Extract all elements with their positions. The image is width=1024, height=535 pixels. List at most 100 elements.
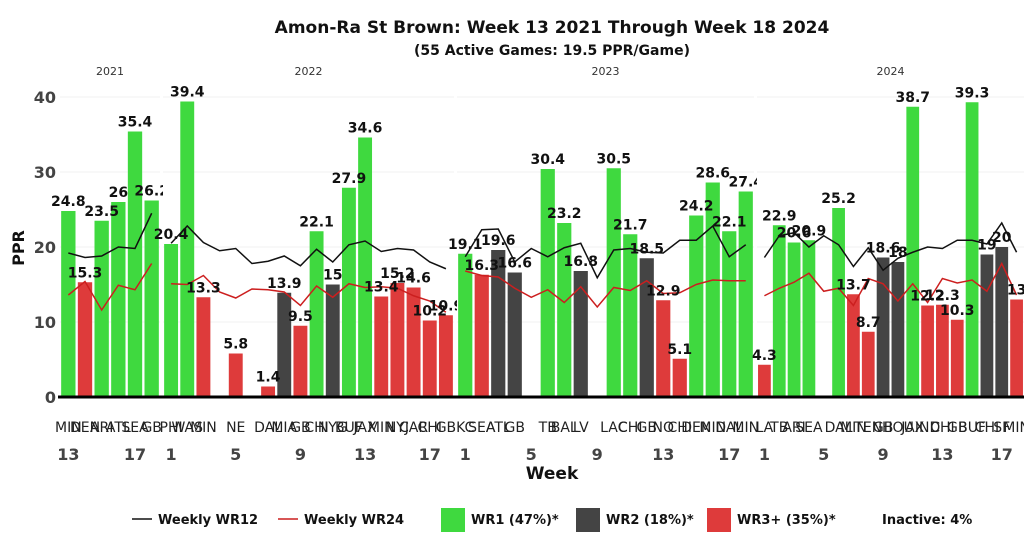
bar-wr3	[406, 287, 421, 397]
data-label: 16.3	[464, 258, 499, 274]
opponent-label: ATL	[106, 420, 131, 436]
facet-strip	[457, 61, 754, 77]
data-label: 24.2	[679, 199, 714, 215]
week-tick-label: 13	[652, 445, 674, 464]
plot-area: 010203040202124.815.323.52635.426.2MINDE…	[34, 61, 1024, 464]
bar-wr1	[787, 242, 801, 397]
data-label: 25.2	[821, 191, 856, 207]
bar-wr3	[196, 297, 211, 397]
bar-wr1	[832, 208, 845, 397]
data-label: 18.5	[629, 241, 664, 257]
opponent-label: BUF	[335, 420, 363, 436]
line-wr12	[170, 224, 447, 270]
bar-wr1	[458, 253, 473, 397]
week-tick-label: 17	[718, 445, 740, 464]
data-label: 20	[992, 230, 1012, 246]
data-label: 13.9	[267, 276, 302, 292]
data-label: 22.1	[712, 214, 747, 230]
data-label: 10.9	[429, 298, 464, 314]
bar-wr1	[111, 202, 126, 397]
week-tick-label: 5	[230, 445, 241, 464]
facet-year-label: 2023	[592, 65, 620, 78]
data-label: 27.4	[728, 175, 763, 191]
opponent-label: DEN	[70, 420, 100, 436]
data-label: 15.2	[380, 266, 415, 282]
opponent-label: MIN	[840, 420, 867, 436]
bar-wr1	[61, 211, 76, 397]
opponent-label: NO	[653, 420, 675, 436]
opponent-label: NYG	[318, 420, 348, 436]
opponent-label: DEN	[681, 420, 711, 436]
opponent-label: ATL	[486, 420, 511, 436]
week-tick-label: 17	[991, 445, 1013, 464]
opponent-label: LA	[756, 420, 774, 436]
legend-wr2-label: WR2 (18%)*	[606, 513, 694, 528]
facet-panel	[457, 88, 754, 397]
data-label: 20.6	[777, 226, 812, 242]
data-label: 13.4	[364, 280, 399, 296]
bar-wr1	[164, 244, 179, 397]
data-label: 10.3	[940, 303, 975, 319]
legend-wr1-swatch	[441, 508, 465, 532]
bar-wr2	[277, 292, 292, 397]
bar-wr2	[995, 247, 1009, 397]
chart-subtitle: (55 Active Games: 19.5 PPR/Game)	[414, 43, 690, 59]
data-label: 16.6	[497, 256, 532, 272]
bar-wr3	[758, 364, 771, 397]
bar-wr3	[261, 386, 276, 397]
data-label: 13.7	[836, 277, 871, 293]
data-label: 39.4	[170, 85, 205, 101]
opponent-label: SF	[993, 420, 1010, 436]
opponent-label: CHI	[304, 420, 328, 436]
opponent-label: CHI	[618, 420, 642, 436]
data-label: 13.3	[186, 280, 221, 296]
opponent-label: GB	[290, 420, 310, 436]
y-tick-label: 40	[34, 88, 56, 107]
bar-wr1	[738, 191, 753, 397]
opponent-label: GB	[141, 420, 161, 436]
bar-wr3	[438, 315, 453, 397]
line-wr24	[465, 270, 746, 309]
facet-year-label: 2021	[96, 65, 124, 78]
bar-wr3	[1010, 299, 1023, 397]
week-tick-label: 5	[526, 445, 537, 464]
opponent-label: GB	[436, 420, 456, 436]
facet-strip	[757, 61, 1024, 77]
bar-wr1	[965, 102, 979, 397]
data-label: 4.3	[752, 348, 777, 364]
week-tick-label: 13	[57, 445, 79, 464]
week-tick-label: 9	[878, 445, 889, 464]
bar-wr1	[606, 168, 621, 397]
opponent-label: ARI	[90, 420, 113, 436]
opponent-label: TEN	[853, 420, 882, 436]
bar-wr3	[474, 274, 489, 397]
bar-wr1	[557, 223, 572, 397]
week-tick-label: 1	[460, 445, 471, 464]
bar-wr3	[390, 283, 405, 397]
bar-wr1	[144, 200, 159, 397]
opponent-label: NE	[226, 420, 245, 436]
bar-wr1	[180, 101, 195, 397]
data-label: 14.6	[396, 271, 431, 287]
data-label: 16.8	[563, 254, 598, 270]
data-label: 8.7	[856, 315, 881, 331]
opponent-label: DAL	[715, 420, 743, 436]
facet-strip	[163, 61, 454, 77]
data-label: 19.6	[481, 233, 516, 249]
data-label: 22.1	[299, 214, 334, 230]
week-tick-label: 13	[354, 445, 376, 464]
opponent-label: BUF	[958, 420, 986, 436]
week-tick-label: 5	[818, 445, 829, 464]
line-wr24	[764, 261, 1018, 307]
opponent-label: DAL	[825, 420, 853, 436]
bar-wr2	[876, 257, 890, 397]
bar-wr2	[639, 258, 654, 397]
bar-wr1	[802, 240, 816, 397]
opponent-label: GB	[873, 420, 893, 436]
data-label: 23.2	[547, 206, 582, 222]
bar-wr1	[309, 231, 324, 397]
opponent-label: IND	[915, 420, 940, 436]
data-label: 23.5	[84, 204, 119, 220]
legend-inactive-label: Inactive: 4%	[882, 513, 972, 528]
